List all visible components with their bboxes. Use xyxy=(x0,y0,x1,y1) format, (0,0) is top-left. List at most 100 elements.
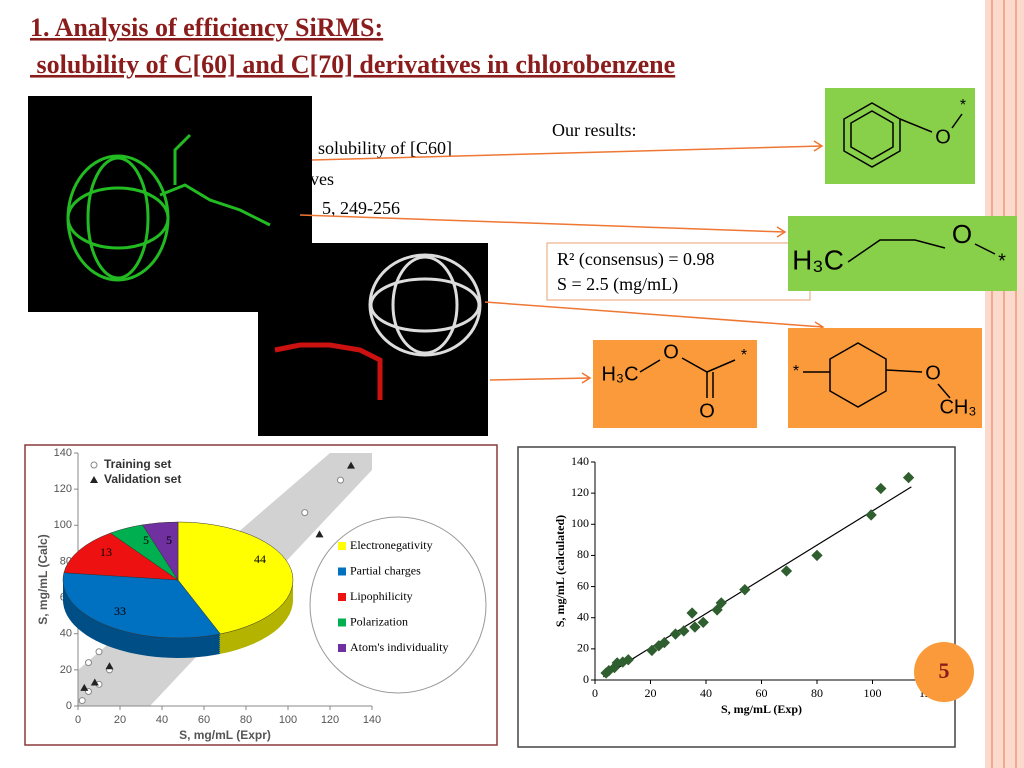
x-tick-label: 0 xyxy=(75,714,81,726)
x-tick-label: 80 xyxy=(240,714,252,726)
x-tick-label: 40 xyxy=(156,714,168,726)
page-badge xyxy=(914,642,974,702)
point xyxy=(739,584,751,596)
point xyxy=(811,549,823,562)
point xyxy=(622,654,634,666)
point xyxy=(337,476,344,484)
x-tick-label: 100 xyxy=(864,686,882,700)
molecule-c70 xyxy=(368,253,482,357)
legend-marker xyxy=(90,476,98,483)
legend-swatch xyxy=(338,644,346,652)
x-tick-label: 40 xyxy=(700,686,712,700)
legend-label: Training set xyxy=(104,457,171,471)
results-label: Our results: xyxy=(552,120,637,140)
y-tick-label: 0 xyxy=(583,672,589,686)
molecule-c60 xyxy=(66,133,271,282)
fragment-box xyxy=(788,216,1017,291)
x-axis-label: S, mg/mL (Exp) xyxy=(721,702,802,716)
legend-marker xyxy=(90,461,98,469)
x-tick-label: 100 xyxy=(279,714,297,726)
x-tick-label: 60 xyxy=(198,714,210,726)
y-tick-label: 140 xyxy=(571,454,589,468)
fragment-box xyxy=(788,328,982,428)
legend-label: Lipophilicity xyxy=(350,589,413,603)
fragment-label: O xyxy=(935,126,951,148)
point xyxy=(105,662,114,670)
point xyxy=(865,509,877,521)
pie-slice xyxy=(63,532,179,581)
legend-swatch xyxy=(338,542,346,550)
point xyxy=(902,471,915,484)
legend-circle xyxy=(309,516,487,694)
page-number: 5 xyxy=(939,658,950,683)
x-axis-label: S, mg/mL (Expr) xyxy=(179,728,271,742)
y-tick-label: 40 xyxy=(60,628,72,640)
results-box xyxy=(546,242,811,301)
y-tick-label: 0 xyxy=(66,700,72,712)
fragment-label: O xyxy=(952,219,972,249)
x-tick-label: 20 xyxy=(645,686,657,700)
legend-swatch xyxy=(338,593,346,601)
y-tick-label: 60 xyxy=(577,578,589,592)
point xyxy=(80,683,89,691)
y-tick-label: 120 xyxy=(54,483,72,495)
fragment-label: CH₃ xyxy=(939,396,976,418)
x-tick-label: 0 xyxy=(592,686,598,700)
arrows xyxy=(299,140,825,384)
point xyxy=(678,625,690,637)
legend-label: Atom's individuality xyxy=(350,640,449,654)
point xyxy=(85,659,92,667)
legend-swatch xyxy=(338,618,346,627)
legend-swatch xyxy=(338,567,346,576)
point xyxy=(697,616,709,629)
legend-label: Partial charges xyxy=(350,563,421,577)
title-line: 1. Analysis of efficiency SiRMS: xyxy=(30,13,383,42)
y-tick-label: 140 xyxy=(54,447,72,459)
fragment-label: * xyxy=(998,250,1006,272)
background-text: solubility of [C60] xyxy=(318,138,452,158)
fragment-label: * xyxy=(960,97,966,114)
y-axis-label: S, mg/mL (calculated) xyxy=(553,515,567,627)
data-label: 33 xyxy=(114,604,126,618)
y-tick-label: 40 xyxy=(577,609,589,623)
point xyxy=(95,648,103,656)
fragment-label: * xyxy=(793,363,799,380)
fragment-label: H₃C xyxy=(792,244,844,275)
point xyxy=(780,565,793,577)
data-label: 13 xyxy=(100,545,112,559)
data-label: 5 xyxy=(166,533,172,547)
x-tick-label: 120 xyxy=(321,714,339,726)
result-text: R² (consensus) = 0.98 xyxy=(557,249,715,270)
data-label: 5 xyxy=(143,533,149,547)
point xyxy=(315,530,324,538)
point xyxy=(347,461,355,469)
fragment-box xyxy=(593,340,757,428)
y-tick-label: 100 xyxy=(54,519,72,531)
point xyxy=(689,621,701,633)
fragment-label: O xyxy=(925,362,941,384)
point xyxy=(646,644,658,657)
point xyxy=(658,636,671,649)
y-axis-label: S, mg/mL (Calc) xyxy=(36,534,50,624)
fragment-bonds xyxy=(639,102,996,408)
legend-label: Electronegativity xyxy=(350,538,433,552)
background-text: 5, 249-256 xyxy=(322,198,400,218)
data-label: 44 xyxy=(254,552,266,566)
point xyxy=(875,482,887,495)
pie-slice xyxy=(142,521,179,581)
y-tick-label: 20 xyxy=(60,664,72,676)
x-tick-label: 60 xyxy=(756,686,768,700)
legend-label: Validation set xyxy=(104,472,181,486)
fragment-label: * xyxy=(741,347,747,364)
legend-label: Polarization xyxy=(350,614,408,628)
molecule-chain xyxy=(274,342,383,400)
fragment-label: O xyxy=(663,341,679,363)
pie-slice xyxy=(62,572,221,639)
x-tick-label: 140 xyxy=(363,714,381,726)
result-text: S = 2.5 (mg/mL) xyxy=(557,274,678,295)
y-tick-label: 20 xyxy=(577,641,589,655)
y-tick-label: 80 xyxy=(577,547,589,561)
pie-slice xyxy=(177,521,294,635)
point xyxy=(78,697,86,705)
point xyxy=(301,509,309,517)
